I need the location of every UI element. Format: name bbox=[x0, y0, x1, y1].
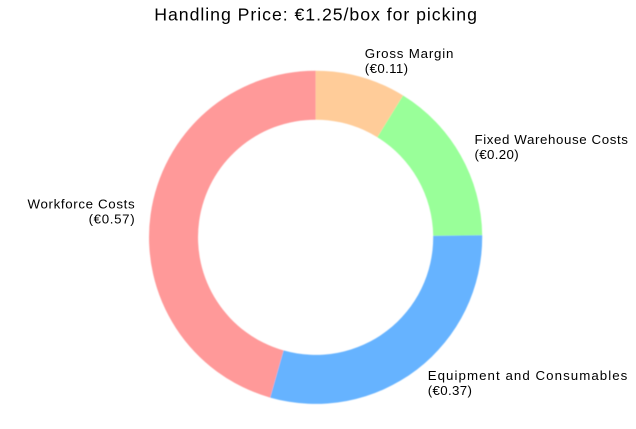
svg-text:Handling Price: €1.25/box for: Handling Price: €1.25/box for picking bbox=[154, 4, 478, 24]
svg-text:Workforce Costs: Workforce Costs bbox=[28, 196, 136, 211]
svg-text:(€0.11): (€0.11) bbox=[365, 61, 409, 76]
svg-text:(€0.20): (€0.20) bbox=[475, 147, 520, 162]
svg-text:Equipment and Consumables: Equipment and Consumables bbox=[428, 368, 629, 383]
svg-text:(€0.37): (€0.37) bbox=[428, 383, 473, 398]
svg-text:(€0.57): (€0.57) bbox=[89, 211, 136, 226]
svg-text:Gross Margin: Gross Margin bbox=[365, 46, 454, 61]
svg-text:Fixed Warehouse Costs: Fixed Warehouse Costs bbox=[475, 132, 629, 147]
